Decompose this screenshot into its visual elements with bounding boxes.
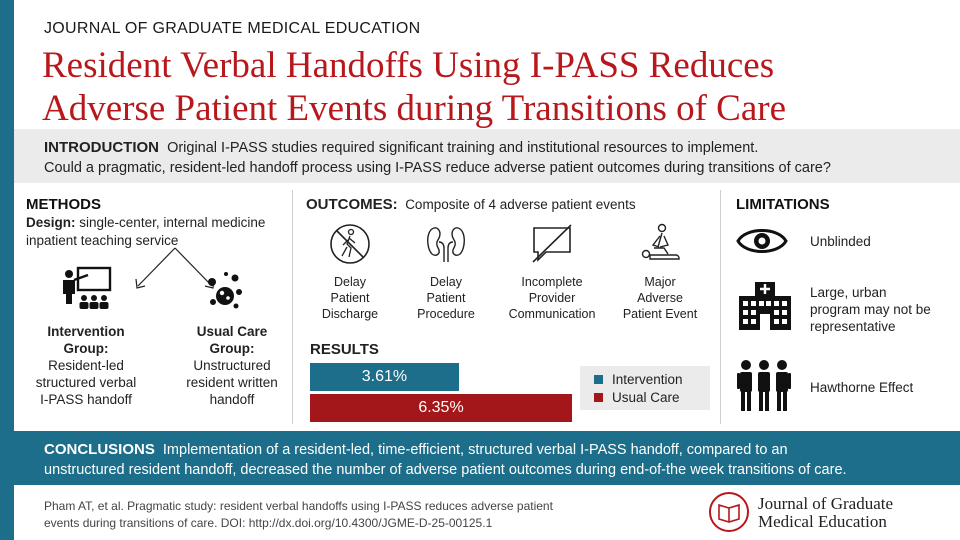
outcome-4-line-3: Patient Event — [622, 307, 698, 321]
methods-design: Design: single-center, internal medicine… — [26, 214, 288, 250]
outcome-2-line-1: Delay — [430, 275, 462, 289]
results-legend: Intervention Usual Care — [580, 366, 710, 410]
page-title: Resident Verbal Handoffs Using I-PASS Re… — [42, 44, 942, 130]
usual-title-2: Group: — [209, 341, 255, 356]
limitations-section: LIMITATIONS Unblinded Large, urban progr… — [736, 196, 952, 411]
usual-care-result-bar: 6.35% — [310, 394, 572, 422]
divider-methods-outcomes — [292, 190, 293, 424]
conclusions-section: CONCLUSIONS Implementation of a resident… — [14, 431, 960, 485]
legend-label-intervention: Intervention — [612, 372, 683, 387]
outcome-1-line-3: Discharge — [321, 307, 379, 321]
limitation-2-text: Large, urban program may not be represen… — [810, 284, 931, 335]
left-accent-bar — [0, 0, 14, 540]
usual-desc-3: handoff — [209, 392, 255, 407]
usual-care-group: Usual Care Group: Unstructured resident … — [176, 323, 288, 408]
journal-logo-icon — [709, 492, 749, 532]
limitation-2-line-2: program may not be — [810, 302, 931, 317]
conclusions-line-1: Implementation of a resident-led, time-e… — [162, 442, 788, 458]
journal-name-header: JOURNAL OF GRADUATE MEDICAL EDUCATION — [44, 20, 421, 37]
divider-outcomes-limitations — [720, 190, 721, 424]
no-walking-icon — [330, 224, 370, 264]
intervention-result-bar: 3.61% — [310, 363, 459, 391]
people-group-icon — [737, 360, 791, 411]
no-chat-icon — [532, 224, 572, 263]
outcome-item-procedure: Delay Patient Procedure — [396, 222, 496, 322]
logo-line-2: Medical Education — [758, 512, 887, 531]
citation-line-2: events during transitions of care. DOI: … — [44, 516, 493, 530]
usual-desc-1: Unstructured — [193, 358, 271, 373]
outcomes-subheading: Composite of 4 adverse patient events — [405, 197, 636, 212]
outcome-2-line-3: Procedure — [417, 307, 475, 321]
teacher-classroom-icon — [63, 266, 112, 309]
limitations-heading: LIMITATIONS — [736, 196, 830, 213]
introduction-line-2: Could a pragmatic, resident-led handoff … — [44, 160, 831, 176]
outcome-item-discharge: Delay Patient Discharge — [300, 222, 400, 322]
outcome-3-line-1: Incomplete — [521, 275, 583, 289]
legend-label-usual: Usual Care — [612, 390, 680, 405]
intervention-group: Intervention Group: Resident-led structu… — [26, 323, 146, 408]
design-text: single-center, internal medicine inpatie… — [26, 215, 266, 248]
outcome-1-line-1: Delay — [334, 275, 366, 289]
intervention-title-1: Intervention — [47, 324, 125, 339]
legend-item-intervention: Intervention — [594, 371, 710, 389]
usual-desc-2: resident written — [186, 375, 278, 390]
methods-heading: METHODS — [26, 196, 101, 213]
legend-swatch-usual — [594, 393, 603, 402]
intervention-desc-3: I-PASS handoff — [40, 392, 132, 407]
citation: Pham AT, et al. Pragmatic study: residen… — [44, 498, 644, 532]
logo-line-1: Journal of Graduate — [758, 494, 894, 513]
virus-germs-icon — [208, 272, 242, 309]
outcome-4-line-2: Adverse — [637, 291, 683, 305]
title-line-2: Adverse Patient Events during Transition… — [42, 88, 787, 129]
limitation-2-line-3: representative — [810, 319, 896, 334]
methods-section: METHODS Design: single-center, internal … — [26, 196, 288, 407]
cpr-icon — [641, 223, 680, 260]
outcome-2-line-2: Patient — [426, 291, 466, 305]
limitation-1-text: Unblinded — [810, 234, 871, 249]
intervention-title-2: Group: — [63, 341, 109, 356]
limitation-2-line-1: Large, urban — [810, 285, 887, 300]
conclusions-label: CONCLUSIONS — [44, 441, 155, 458]
outcome-1-line-2: Patient — [330, 291, 370, 305]
conclusions-line-2: unstructured resident handoff, decreased… — [44, 462, 847, 478]
citation-line-1: Pham AT, et al. Pragmatic study: residen… — [44, 499, 553, 513]
limitation-3-text: Hawthorne Effect — [810, 380, 914, 395]
outcome-3-line-2: Provider — [528, 291, 576, 305]
introduction-line-1: Original I-PASS studies required signifi… — [167, 140, 759, 156]
outcome-3-line-3: Communication — [508, 307, 596, 321]
legend-item-usual: Usual Care — [594, 389, 710, 407]
usual-title-1: Usual Care — [196, 324, 268, 339]
journal-logo-text: Journal of Graduate Medical Education — [758, 495, 893, 531]
title-line-1: Resident Verbal Handoffs Using I-PASS Re… — [42, 45, 775, 86]
intervention-desc-1: Resident-led — [48, 358, 124, 373]
introduction-section: INTRODUCTION Original I-PASS studies req… — [14, 129, 960, 183]
outcome-item-communication: Incomplete Provider Communication — [502, 222, 602, 322]
legend-swatch-intervention — [594, 375, 603, 384]
eye-icon — [736, 229, 788, 253]
outcomes-section: OUTCOMES: Composite of 4 adverse patient… — [306, 196, 716, 428]
outcome-item-adverse-event: Major Adverse Patient Event — [610, 222, 710, 322]
introduction-label: INTRODUCTION — [44, 139, 159, 156]
design-label: Design: — [26, 215, 76, 230]
outcomes-heading: OUTCOMES: — [306, 196, 398, 213]
results-heading: RESULTS — [310, 341, 379, 358]
kidneys-icon — [427, 227, 465, 262]
intervention-desc-2: structured verbal — [35, 375, 137, 390]
hospital-icon — [739, 282, 791, 330]
outcome-4-line-1: Major — [644, 275, 676, 289]
outcomes-header: OUTCOMES: Composite of 4 adverse patient… — [306, 196, 716, 213]
branch-arrows-icon — [135, 247, 215, 289]
